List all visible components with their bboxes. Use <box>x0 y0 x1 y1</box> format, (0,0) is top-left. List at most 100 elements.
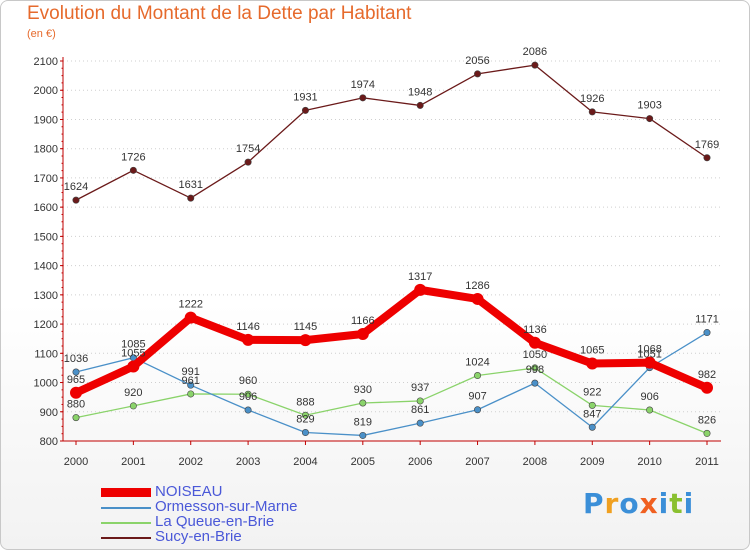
data-point <box>474 406 482 414</box>
data-label: 1903 <box>637 100 661 112</box>
legend-swatch <box>101 537 151 539</box>
series-line <box>75 64 708 201</box>
logo-letter: r <box>604 487 620 520</box>
data-label: 2086 <box>523 46 547 58</box>
data-point <box>244 390 252 398</box>
y-tick-label: 1000 <box>34 378 58 390</box>
x-tick-label: 2000 <box>64 456 88 468</box>
legend-swatch <box>101 507 151 509</box>
data-point <box>531 364 539 372</box>
data-label: 1754 <box>236 143 260 155</box>
legend-label: Ormesson-sur-Marne <box>155 498 298 515</box>
data-label: 1146 <box>236 321 260 333</box>
y-tick-label: 1800 <box>34 144 58 156</box>
data-label: 1166 <box>351 315 375 327</box>
y-tick-label: 1300 <box>34 290 58 302</box>
data-label: 2056 <box>465 55 489 67</box>
data-label: 1065 <box>580 345 604 357</box>
data-label: 998 <box>526 364 544 376</box>
y-tick-label: 800 <box>40 436 58 448</box>
data-label: 1171 <box>695 314 719 326</box>
data-label: 1024 <box>465 357 489 369</box>
y-tick-label: 1600 <box>34 202 58 214</box>
logo-letter: i <box>683 487 695 520</box>
data-point <box>72 368 80 376</box>
data-label: 906 <box>239 391 257 403</box>
data-point <box>588 423 596 431</box>
data-label: 1631 <box>178 179 202 191</box>
data-label: 1769 <box>695 139 719 151</box>
data-point <box>359 94 367 102</box>
data-label: 1136 <box>523 324 547 336</box>
data-point <box>703 429 711 437</box>
data-point <box>301 411 309 419</box>
data-label: 847 <box>583 408 601 420</box>
data-point <box>471 292 484 305</box>
x-tick-label: 2008 <box>523 456 547 468</box>
data-label: 1286 <box>465 280 489 292</box>
proxiti-logo: Proxiti <box>583 487 694 520</box>
x-tick-label: 2007 <box>465 456 489 468</box>
data-label: 960 <box>239 375 257 387</box>
data-label: 1068 <box>637 344 661 356</box>
data-point <box>72 414 80 422</box>
data-point <box>244 158 252 166</box>
data-label: 982 <box>698 369 716 381</box>
data-point <box>299 334 312 347</box>
data-point <box>701 381 713 394</box>
y-tick-label: 1700 <box>34 173 58 185</box>
logo-letter: i <box>658 487 670 520</box>
data-point <box>187 381 195 389</box>
data-point <box>187 194 195 202</box>
data-label: 1926 <box>580 93 604 105</box>
series-line <box>75 367 708 435</box>
y-tick-label: 2100 <box>34 56 58 68</box>
logo-letter: P <box>583 487 605 520</box>
data-label: 1036 <box>64 353 88 365</box>
data-label: 880 <box>67 399 85 411</box>
legend-label: NOISEAU <box>155 483 223 500</box>
data-label: 965 <box>67 374 85 386</box>
data-point <box>643 356 656 369</box>
series-line <box>72 285 711 397</box>
data-label: 906 <box>640 391 658 403</box>
data-label: 829 <box>296 414 314 426</box>
y-tick-label: 900 <box>40 407 58 419</box>
data-label: 1948 <box>408 86 432 98</box>
logo-letter: t <box>669 487 684 520</box>
x-tick-label: 2005 <box>351 456 375 468</box>
data-label: 1145 <box>294 321 318 333</box>
data-point <box>586 357 599 370</box>
data-label: 826 <box>698 414 716 426</box>
legend-label: La Queue-en-Brie <box>155 513 275 530</box>
x-tick-label: 2004 <box>293 456 317 468</box>
data-point <box>531 379 539 387</box>
x-tick-label: 2010 <box>637 456 661 468</box>
chart-subtitle: (en €) <box>27 28 56 40</box>
x-tick-label: 2002 <box>178 456 202 468</box>
data-label: 1974 <box>351 79 375 91</box>
data-label: 920 <box>124 387 142 399</box>
data-point <box>646 406 654 414</box>
data-label: 1931 <box>293 91 317 103</box>
data-point <box>129 166 137 174</box>
data-label: 1222 <box>178 299 202 311</box>
data-point <box>301 106 309 114</box>
data-point <box>301 429 309 437</box>
data-point <box>474 70 482 78</box>
x-tick-label: 2009 <box>580 456 604 468</box>
y-tick-label: 1100 <box>34 348 58 360</box>
data-point <box>588 401 596 409</box>
data-point <box>416 397 424 405</box>
data-label: 1726 <box>121 151 145 163</box>
legend-swatch <box>101 488 151 497</box>
series-line <box>75 331 708 437</box>
logo-letter: o <box>619 487 640 520</box>
data-label: 861 <box>411 404 429 416</box>
data-point <box>242 333 255 346</box>
data-label: 907 <box>468 391 486 403</box>
data-point <box>416 101 424 109</box>
legend-swatch <box>101 522 151 524</box>
